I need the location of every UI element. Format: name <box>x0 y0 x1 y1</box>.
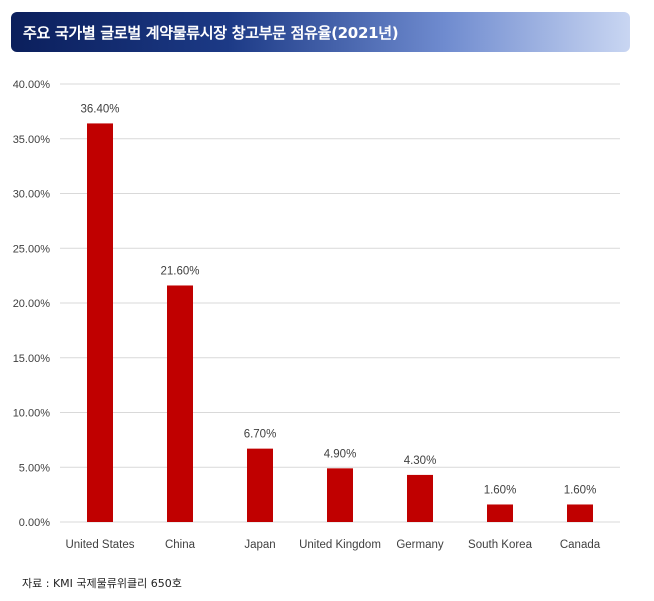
y-tick-label: 10.00% <box>13 408 51 420</box>
source-note: 자료 : KMI 국제물류위클리 650호 <box>22 577 182 590</box>
y-tick-label: 0.00% <box>19 517 50 529</box>
bar-value-label: 6.70% <box>244 429 277 441</box>
x-category-label: Germany <box>396 539 444 551</box>
data-labels: 36.40% 21.60% 6.70% 4.90% 4.30% 1.60% 1.60% <box>80 103 596 496</box>
bar-value-label: 21.60% <box>160 265 199 277</box>
y-axis-ticks: 0.00% 5.00% 10.00% 15.00% 20.00% 25.00% 30.00%… <box>13 79 51 529</box>
y-tick-label: 15.00% <box>13 353 51 365</box>
title-bar: 주요 국가별 글로벌 계약물류시장 창고부문 점유율(2021년) <box>11 12 630 52</box>
x-category-label: South Korea <box>468 539 533 551</box>
bar-value-label: 4.30% <box>404 455 437 467</box>
y-tick-label: 25.00% <box>13 243 51 255</box>
x-category-label: United States <box>65 539 134 551</box>
bar-chart: 0.00% 5.00% 10.00% 15.00% 20.00% 25.00% 30.00%… <box>13 79 620 551</box>
x-category-label: China <box>165 539 196 551</box>
y-tick-label: 5.00% <box>19 462 50 474</box>
x-category-label: Japan <box>244 539 275 551</box>
x-axis-categories: United States China Japan United Kingdom Ger… <box>65 539 600 551</box>
x-category-label: United Kingdom <box>299 539 381 551</box>
page-title: 주요 국가별 글로벌 계약물류시장 창고부문 점유율(2021년) <box>23 23 399 42</box>
bars <box>87 123 593 523</box>
bar-value-label: 1.60% <box>564 484 597 496</box>
bar <box>487 504 513 522</box>
bar <box>407 474 433 522</box>
y-tick-label: 35.00% <box>13 134 51 146</box>
bar-value-label: 36.40% <box>80 103 119 115</box>
bar <box>87 123 113 523</box>
bar-value-label: 1.60% <box>484 484 517 496</box>
grid-lines <box>60 83 620 523</box>
y-tick-label: 20.00% <box>13 298 51 310</box>
y-tick-label: 30.00% <box>13 189 51 201</box>
bar <box>167 285 193 522</box>
bar <box>247 448 273 522</box>
bar <box>567 504 593 522</box>
y-tick-label: 40.00% <box>13 79 51 91</box>
x-category-label: Canada <box>560 539 601 551</box>
bar <box>327 468 353 522</box>
bar-value-label: 4.90% <box>324 448 357 460</box>
